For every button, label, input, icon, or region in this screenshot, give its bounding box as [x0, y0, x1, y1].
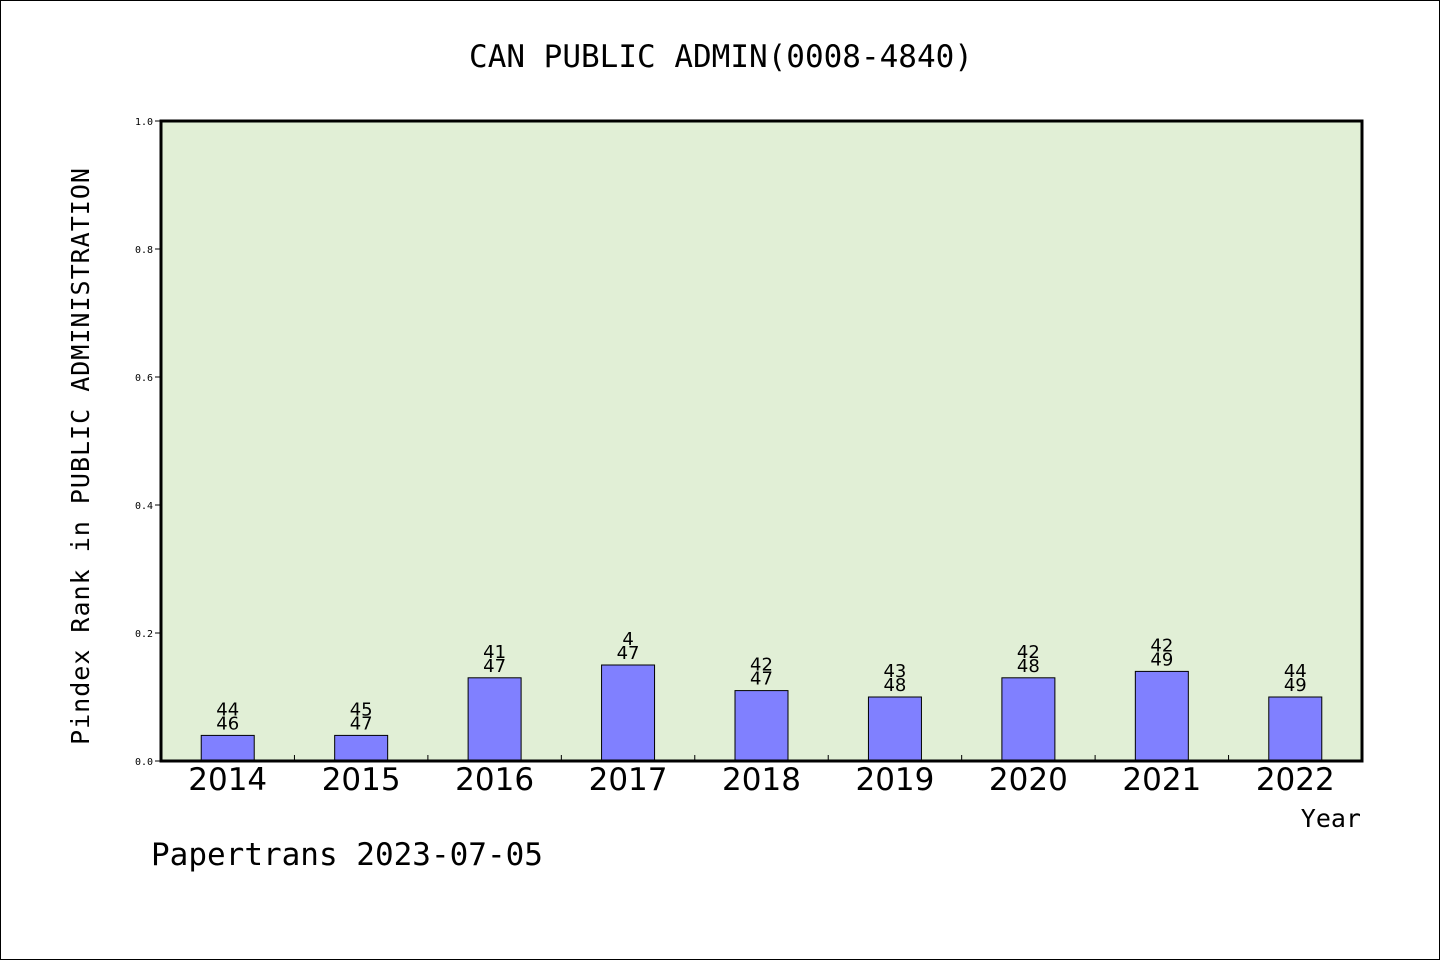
bar: [467, 677, 522, 762]
bar: [200, 734, 255, 762]
bar-total-label: 46: [216, 713, 239, 734]
chart-title: CAN PUBLIC ADMIN(0008-4840): [469, 39, 973, 75]
bar: [734, 690, 789, 762]
y-tick-label: 0.2: [135, 629, 153, 640]
x-tick-label: 2014: [188, 762, 267, 798]
bar: [601, 664, 656, 762]
y-tick-label: 0.0: [135, 757, 153, 768]
x-tick-label: 2016: [455, 762, 534, 798]
x-tick-label: 2020: [989, 762, 1068, 798]
footer-stamp: Papertrans 2023-07-05: [151, 837, 543, 873]
x-axis-label: Year: [1301, 804, 1361, 833]
bar-rank-label: 42: [1150, 635, 1173, 656]
y-axis-label: Pindex Rank in PUBLIC ADMINISTRATION: [66, 167, 95, 745]
plot-area: [161, 121, 1362, 761]
y-tick-label: 0.8: [135, 245, 153, 256]
bar-total-label: 47: [483, 656, 506, 677]
bar-total-label: 47: [350, 713, 373, 734]
y-tick-label: 0.6: [135, 373, 153, 384]
bar-total-label: 48: [1017, 656, 1040, 677]
x-tick-label: 2021: [1122, 762, 1201, 798]
bar-total-label: 48: [883, 675, 906, 696]
bar: [867, 696, 922, 762]
x-tick-label: 2019: [855, 762, 934, 798]
bar-rank-label: 44: [216, 699, 239, 720]
bar-total-label: 49: [1150, 649, 1173, 670]
bar-rank-label: 4: [622, 629, 633, 650]
y-tick-label: 1.0: [135, 117, 153, 128]
bar-rank-label: 42: [1017, 642, 1040, 663]
bar-rank-label: 43: [883, 661, 906, 682]
bar-total-label: 47: [750, 669, 773, 690]
x-tick-label: 2015: [322, 762, 401, 798]
x-tick-label: 2018: [722, 762, 801, 798]
bar-total-label: 49: [1284, 675, 1307, 696]
bar: [1268, 696, 1323, 762]
bar-rank-label: 45: [350, 699, 373, 720]
x-tick-label: 2022: [1256, 762, 1335, 798]
bar-total-label: 47: [617, 643, 640, 664]
bar: [1134, 670, 1189, 762]
x-axis-ticks: 2014 2015 2016 2017 2018 2019 2020 2021 2022: [188, 755, 1335, 798]
y-tick-label: 0.4: [135, 501, 153, 512]
plot-border: [159, 119, 1364, 763]
x-tick-label: 2017: [589, 762, 668, 798]
bar-rank-label: 44: [1284, 661, 1307, 682]
bar: [1001, 677, 1056, 762]
bar-rank-label: 41: [483, 642, 506, 663]
bar-rank-label: 42: [750, 655, 773, 676]
y-axis-ticks: 0.0 0.2 0.4 0.6 0.8 1.0: [135, 117, 161, 768]
bar: [334, 734, 389, 762]
